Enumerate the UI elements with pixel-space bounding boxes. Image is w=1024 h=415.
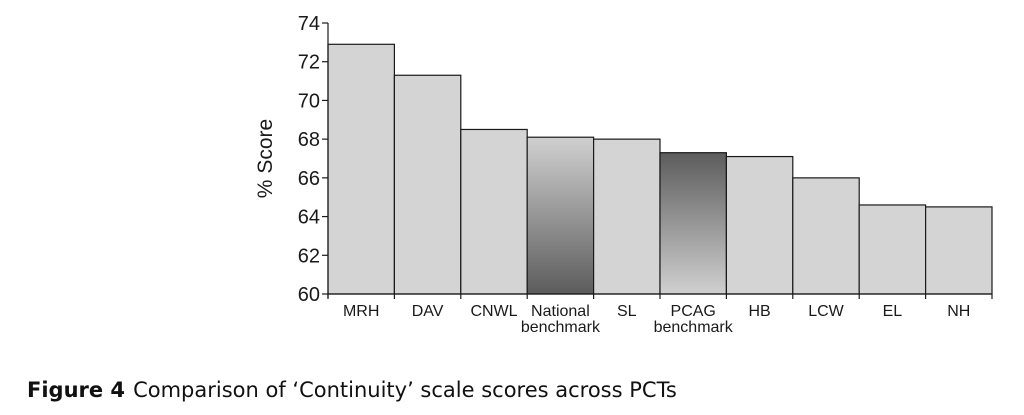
bar-sl xyxy=(592,138,661,295)
x-tick-label-line: National xyxy=(531,303,590,320)
x-tick-label: CNWL xyxy=(470,303,517,320)
x-tick-label-line: EL xyxy=(883,303,903,320)
x-tick-label: EL xyxy=(883,303,903,320)
x-tick-label-line: SL xyxy=(617,303,637,320)
bar-pcag-benchmark xyxy=(659,152,728,295)
y-tick-label: 74 xyxy=(298,13,320,35)
figure-caption: Figure 4 Comparison of ‘Continuity’ scale… xyxy=(27,378,677,402)
x-tick-label-line: DAV xyxy=(412,303,444,320)
x-tick-label: SL xyxy=(617,303,637,320)
x-tick-label: MRH xyxy=(343,303,379,320)
bar-lcw xyxy=(792,177,860,295)
bar-el xyxy=(858,204,927,295)
x-tick-label-line: benchmark xyxy=(521,319,601,336)
x-tick-label-line: CNWL xyxy=(470,303,517,320)
y-tick-label: 66 xyxy=(298,168,320,190)
x-tick-label: National benchmark xyxy=(521,303,601,336)
x-tick-label-line: HB xyxy=(748,303,770,320)
y-tick-label: 68 xyxy=(298,129,320,151)
x-tick-label: DAV xyxy=(412,303,444,320)
x-tick-label: PCAG benchmark xyxy=(654,303,734,336)
figure-caption-text: Comparison of ‘Continuity’ scale scores … xyxy=(133,378,677,402)
y-tick-label: 60 xyxy=(298,284,320,306)
bars-layer xyxy=(327,43,993,295)
x-tick-label: NH xyxy=(947,303,970,320)
bar-nh xyxy=(924,206,993,295)
x-tick-label-line: NH xyxy=(947,303,970,320)
bar-hb xyxy=(725,155,794,295)
bar-national-benchmark xyxy=(526,136,595,295)
x-tick-label-line: benchmark xyxy=(654,319,734,336)
y-tick-label: 62 xyxy=(298,245,320,267)
y-axis-ticks: 60 62 64 66 68 70 72 74 xyxy=(298,13,328,306)
x-tick-label-line: PCAG xyxy=(671,303,716,320)
y-tick-label: 72 xyxy=(298,52,320,74)
bar-cnwl xyxy=(460,128,528,295)
figure-caption-label: Figure 4 xyxy=(27,378,126,402)
y-axis-label: % Score xyxy=(254,119,277,198)
bar-mrh xyxy=(327,43,396,295)
y-tick-label: 70 xyxy=(298,90,320,112)
x-tick-label-line: MRH xyxy=(343,303,379,320)
x-tick-label: LCW xyxy=(808,303,844,320)
bar-dav xyxy=(393,74,462,295)
x-tick-label-line: LCW xyxy=(808,303,844,320)
x-tick-label: HB xyxy=(748,303,770,320)
y-tick-label: 64 xyxy=(298,207,320,229)
